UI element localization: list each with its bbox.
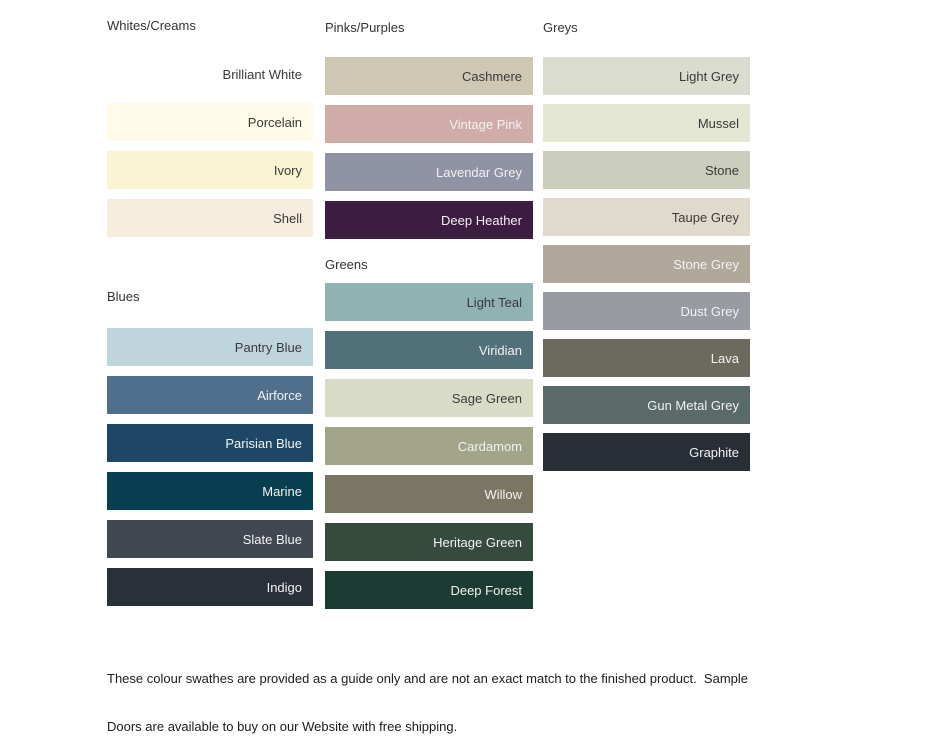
swatch-list-whites-creams: Brilliant White Porcelain Ivory Shell xyxy=(107,55,313,237)
swatch-cashmere: Cashmere xyxy=(325,57,533,95)
swatch-gun-metal-grey: Gun Metal Grey xyxy=(543,386,750,424)
swatch-label: Porcelain xyxy=(247,114,302,130)
group-title-blues: Blues xyxy=(107,289,140,304)
swatch-graphite: Graphite xyxy=(543,433,750,471)
swatch-stone: Stone xyxy=(543,151,750,189)
swatch-dust-grey: Dust Grey xyxy=(543,292,750,330)
swatch-heritage-green: Heritage Green xyxy=(325,523,533,561)
swatch-label: Slate Blue xyxy=(242,531,302,547)
swatch-label: Light Grey xyxy=(679,68,739,84)
group-greens: Greens Light Teal Viridian Sage Green Ca… xyxy=(325,258,533,619)
swatch-ivory: Ivory xyxy=(107,151,313,189)
swatch-label: Willow xyxy=(484,486,522,502)
swatch-pantry-blue: Pantry Blue xyxy=(107,328,313,366)
swatch-lavendar-grey: Lavendar Grey xyxy=(325,153,533,191)
colour-guide-page: { "page": { "background": "#ffffff", "te… xyxy=(107,18,750,734)
swatch-label: Mussel xyxy=(697,115,739,131)
footer-line-1: These colour swathes are provided as a g… xyxy=(107,671,748,686)
group-whites-creams: Whites/Creams Brilliant White Porcelain … xyxy=(107,19,313,247)
swatch-label: Dust Grey xyxy=(680,303,739,319)
swatch-cardamom: Cardamom xyxy=(325,427,533,465)
swatch-marine: Marine xyxy=(107,472,313,510)
group-title-greens: Greens xyxy=(325,257,368,272)
swatch-label: Taupe Grey xyxy=(671,209,739,225)
swatch-list-greens: Light Teal Viridian Sage Green Cardamom … xyxy=(325,283,533,609)
swatch-parisian-blue: Parisian Blue xyxy=(107,424,313,462)
swatch-list-blues: Pantry Blue Airforce Parisian Blue Marin… xyxy=(107,328,313,606)
swatch-light-grey: Light Grey xyxy=(543,57,750,95)
swatch-stone-grey: Stone Grey xyxy=(543,245,750,283)
swatch-label: Heritage Green xyxy=(433,534,522,550)
swatch-label: Sage Green xyxy=(451,390,522,406)
swatch-list-pinks-purples: Cashmere Vintage Pink Lavendar Grey Deep… xyxy=(325,57,533,239)
swatch-label: Gun Metal Grey xyxy=(647,397,739,413)
swatch-shell: Shell xyxy=(107,199,313,237)
swatch-label: Light Teal xyxy=(466,294,522,310)
swatch-label: Cashmere xyxy=(462,68,522,84)
swatch-label: Parisian Blue xyxy=(225,435,302,451)
group-title-whites-creams: Whites/Creams xyxy=(107,18,196,33)
swatch-vintage-pink: Vintage Pink xyxy=(325,105,533,143)
swatch-label: Deep Forest xyxy=(450,582,522,598)
swatch-airforce: Airforce xyxy=(107,376,313,414)
swatch-porcelain: Porcelain xyxy=(107,103,313,141)
swatch-label: Graphite xyxy=(689,444,739,460)
swatch-label: Shell xyxy=(273,210,302,226)
group-title-pinks-purples: Pinks/Purples xyxy=(325,20,405,35)
swatch-label: Cardamom xyxy=(457,438,522,454)
swatch-light-teal: Light Teal xyxy=(325,283,533,321)
swatch-list-greys: Light Grey Mussel Stone Taupe Grey Stone… xyxy=(543,57,750,471)
swatch-slate-blue: Slate Blue xyxy=(107,520,313,558)
swatch-label: Viridian xyxy=(478,342,522,358)
swatch-deep-heather: Deep Heather xyxy=(325,201,533,239)
swatch-taupe-grey: Taupe Grey xyxy=(543,198,750,236)
group-greys: Greys Light Grey Mussel Stone Taupe Grey… xyxy=(543,21,750,480)
swatch-indigo: Indigo xyxy=(107,568,313,606)
group-pinks-purples: Pinks/Purples Cashmere Vintage Pink Lave… xyxy=(325,21,533,249)
swatch-sage-green: Sage Green xyxy=(325,379,533,417)
swatch-willow: Willow xyxy=(325,475,533,513)
swatch-label: Stone xyxy=(705,162,739,178)
swatch-label: Lavendar Grey xyxy=(436,164,522,180)
swatch-label: Lava xyxy=(710,350,739,366)
swatch-label: Indigo xyxy=(266,579,302,595)
footer-disclaimer: These colour swathes are provided as a g… xyxy=(107,639,787,751)
swatch-label: Airforce xyxy=(257,387,302,403)
group-blues: Blues Pantry Blue Airforce Parisian Blue… xyxy=(107,290,313,616)
swatch-label: Marine xyxy=(262,483,302,499)
swatch-label: Pantry Blue xyxy=(234,339,302,355)
swatch-mussel: Mussel xyxy=(543,104,750,142)
swatch-label: Vintage Pink xyxy=(449,116,522,132)
swatch-viridian: Viridian xyxy=(325,331,533,369)
footer-line-2: Doors are available to buy on our Websit… xyxy=(107,719,458,734)
swatch-label: Brilliant White xyxy=(222,66,302,82)
swatch-label: Deep Heather xyxy=(441,212,522,228)
swatch-label: Ivory xyxy=(273,162,302,178)
group-title-greys: Greys xyxy=(543,20,578,35)
swatch-deep-forest: Deep Forest xyxy=(325,571,533,609)
swatch-lava: Lava xyxy=(543,339,750,377)
swatch-label: Stone Grey xyxy=(673,256,739,272)
swatch-brilliant-white: Brilliant White xyxy=(107,55,313,93)
